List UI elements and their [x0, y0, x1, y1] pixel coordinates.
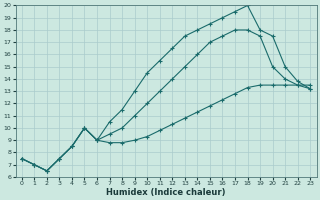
- X-axis label: Humidex (Indice chaleur): Humidex (Indice chaleur): [106, 188, 226, 197]
